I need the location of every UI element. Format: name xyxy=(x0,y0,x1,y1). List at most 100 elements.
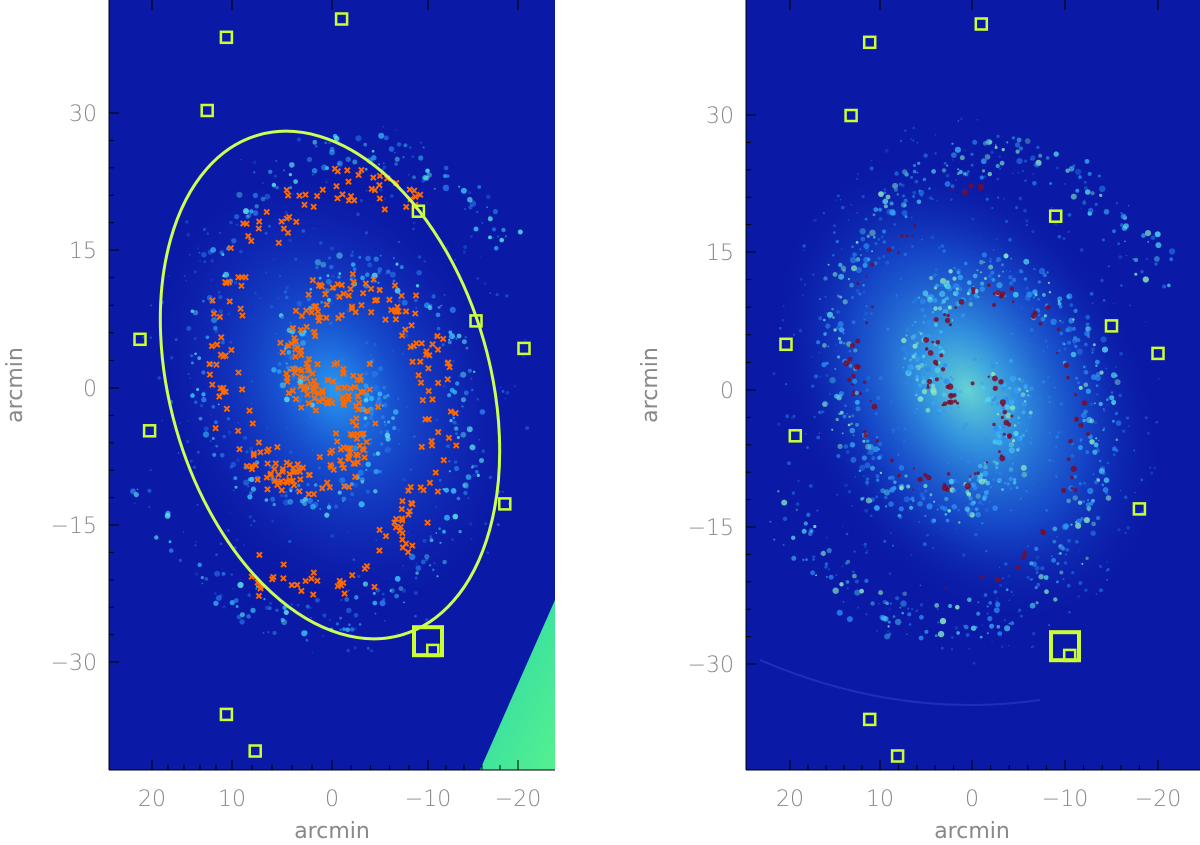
arm-speckle xyxy=(1086,505,1092,511)
arm-speckle xyxy=(213,600,219,606)
disk-speckle xyxy=(801,294,804,297)
arm-speckle xyxy=(865,480,869,485)
arm-speckle xyxy=(200,576,204,580)
disk-speckle xyxy=(969,297,973,301)
arm-speckle xyxy=(460,187,467,194)
disk-speckle xyxy=(468,522,473,526)
arm-speckle xyxy=(769,520,772,523)
hot-spot xyxy=(934,377,939,382)
source-cross xyxy=(376,526,383,534)
disk-speckle xyxy=(364,129,366,131)
arm-speckle xyxy=(1082,200,1087,205)
arm-speckle xyxy=(297,483,301,488)
disk-speckle xyxy=(235,538,239,542)
arm-speckle xyxy=(924,629,929,634)
disk-speckle xyxy=(476,397,480,401)
arm-speckle xyxy=(211,405,216,409)
disk-speckle xyxy=(850,295,855,300)
arm-speckle xyxy=(136,488,139,491)
arm-speckle xyxy=(277,362,282,366)
disk-speckle xyxy=(333,388,336,391)
arm-speckle xyxy=(842,414,847,419)
arm-speckle xyxy=(392,425,397,431)
arm-speckle xyxy=(851,265,857,272)
disk-speckle xyxy=(1118,255,1123,260)
arm-speckle xyxy=(996,257,1002,262)
arm-speckle xyxy=(933,500,936,503)
disk-speckle xyxy=(887,630,890,633)
source-cross xyxy=(298,587,305,595)
disk-speckle xyxy=(918,337,920,340)
arm-speckle xyxy=(416,269,422,276)
disk-speckle xyxy=(495,293,499,297)
disk-speckle xyxy=(411,155,415,158)
source-cross xyxy=(376,547,383,554)
disk-speckle xyxy=(1032,172,1035,175)
arm-speckle xyxy=(1028,395,1032,399)
arm-speckle xyxy=(375,451,380,456)
hot-spot xyxy=(946,313,950,318)
disk-speckle xyxy=(356,212,360,216)
disk-speckle xyxy=(1024,405,1027,409)
source-cross xyxy=(288,581,296,589)
disk-speckle xyxy=(1048,147,1050,150)
arm-speckle xyxy=(1103,209,1110,215)
arm-speckle xyxy=(865,443,872,450)
source-cross xyxy=(354,406,362,413)
disk-speckle xyxy=(840,247,843,251)
arm-speckle xyxy=(281,619,288,626)
arm-speckle xyxy=(1003,481,1007,485)
disk-speckle xyxy=(462,250,467,254)
arm-speckle xyxy=(504,235,507,238)
arm-speckle xyxy=(325,278,332,285)
disk-speckle xyxy=(960,117,963,121)
disk-speckle xyxy=(513,384,517,388)
disk-speckle xyxy=(1119,351,1123,356)
arm-speckle xyxy=(898,465,905,471)
disk-speckle xyxy=(1067,230,1070,234)
arm-speckle xyxy=(873,207,879,213)
arm-speckle xyxy=(832,316,835,319)
arm-speckle xyxy=(962,484,965,487)
arm-speckle xyxy=(945,296,950,301)
arm-speckle xyxy=(838,273,845,280)
arm-speckle xyxy=(373,468,379,475)
disk-speckle xyxy=(1077,500,1079,502)
source-cross xyxy=(305,400,313,407)
disk-speckle xyxy=(476,210,479,214)
disk-speckle xyxy=(1015,206,1019,210)
disk-speckle xyxy=(918,520,921,523)
source-cross xyxy=(290,334,298,342)
arm-speckle xyxy=(452,416,456,420)
disk-speckle xyxy=(1158,378,1160,380)
disk-speckle xyxy=(1068,610,1071,614)
arm-speckle xyxy=(253,171,256,174)
source-cross xyxy=(223,405,231,413)
arm-speckle xyxy=(435,532,438,534)
arm-speckle xyxy=(447,340,452,345)
arm-speckle xyxy=(923,483,928,489)
disk-speckle xyxy=(874,241,878,246)
arm-speckle xyxy=(878,191,884,198)
arm-speckle xyxy=(201,397,207,403)
arm-speckle xyxy=(443,165,449,171)
disk-speckle xyxy=(1104,491,1109,496)
arm-speckle xyxy=(443,173,448,179)
arm-speckle xyxy=(382,385,387,390)
source-cross xyxy=(316,453,324,461)
disk-speckle xyxy=(802,244,806,248)
disk-speckle xyxy=(1078,581,1083,585)
arm-speckle xyxy=(995,163,1000,169)
arm-speckle xyxy=(984,277,987,280)
arm-speckle xyxy=(418,155,424,161)
disk-speckle xyxy=(445,444,449,448)
arm-speckle xyxy=(870,465,875,471)
arm-speckle xyxy=(203,426,209,432)
arm-speckle xyxy=(993,607,1000,614)
disk-speckle xyxy=(1006,270,1008,272)
disk-speckle xyxy=(865,551,868,554)
source-cross xyxy=(238,386,246,393)
disk-speckle xyxy=(865,248,869,253)
arm-speckle xyxy=(838,340,843,345)
source-cross xyxy=(338,461,346,469)
